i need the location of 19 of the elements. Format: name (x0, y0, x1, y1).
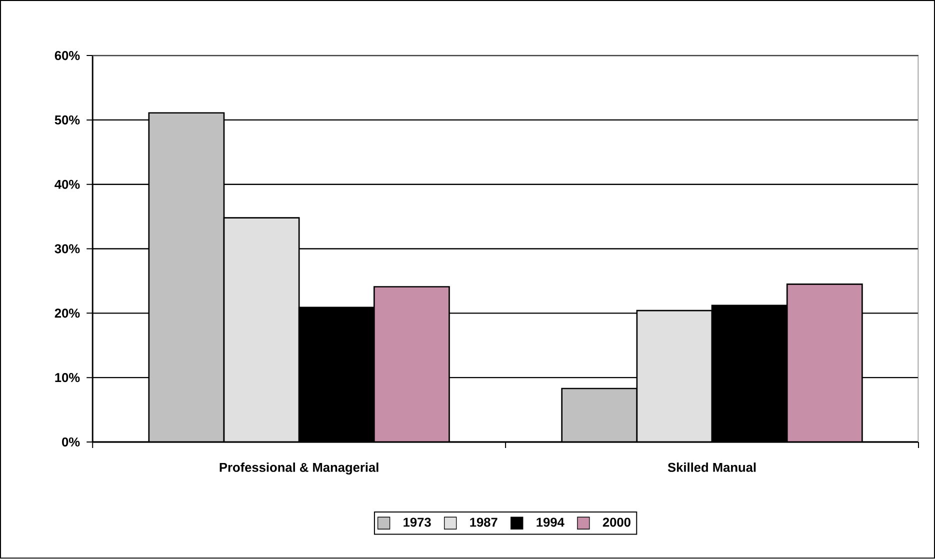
x-tick-label: Professional & Managerial (220, 462, 378, 475)
bar (373, 286, 450, 442)
y-tick-label: 40% (54, 180, 80, 190)
y-tick-label: 0% (62, 438, 80, 447)
y-tick-label: 30% (54, 244, 80, 254)
bar (148, 112, 225, 442)
legend-label: 2000 (602, 518, 630, 527)
legend-label: 1987 (470, 518, 498, 527)
y-tick-label: 20% (54, 308, 80, 318)
legend-label: 1994 (536, 518, 564, 527)
y-tick-label: 60% (54, 51, 80, 60)
y-tick-label: 10% (55, 373, 80, 382)
bar (223, 217, 300, 442)
bar (561, 388, 638, 442)
bar (636, 310, 713, 442)
y-tick-label: 50% (54, 116, 80, 125)
x-tick-label: Skilled Manual (668, 462, 756, 472)
bar (786, 284, 863, 442)
legend-label: 1973 (404, 518, 431, 527)
